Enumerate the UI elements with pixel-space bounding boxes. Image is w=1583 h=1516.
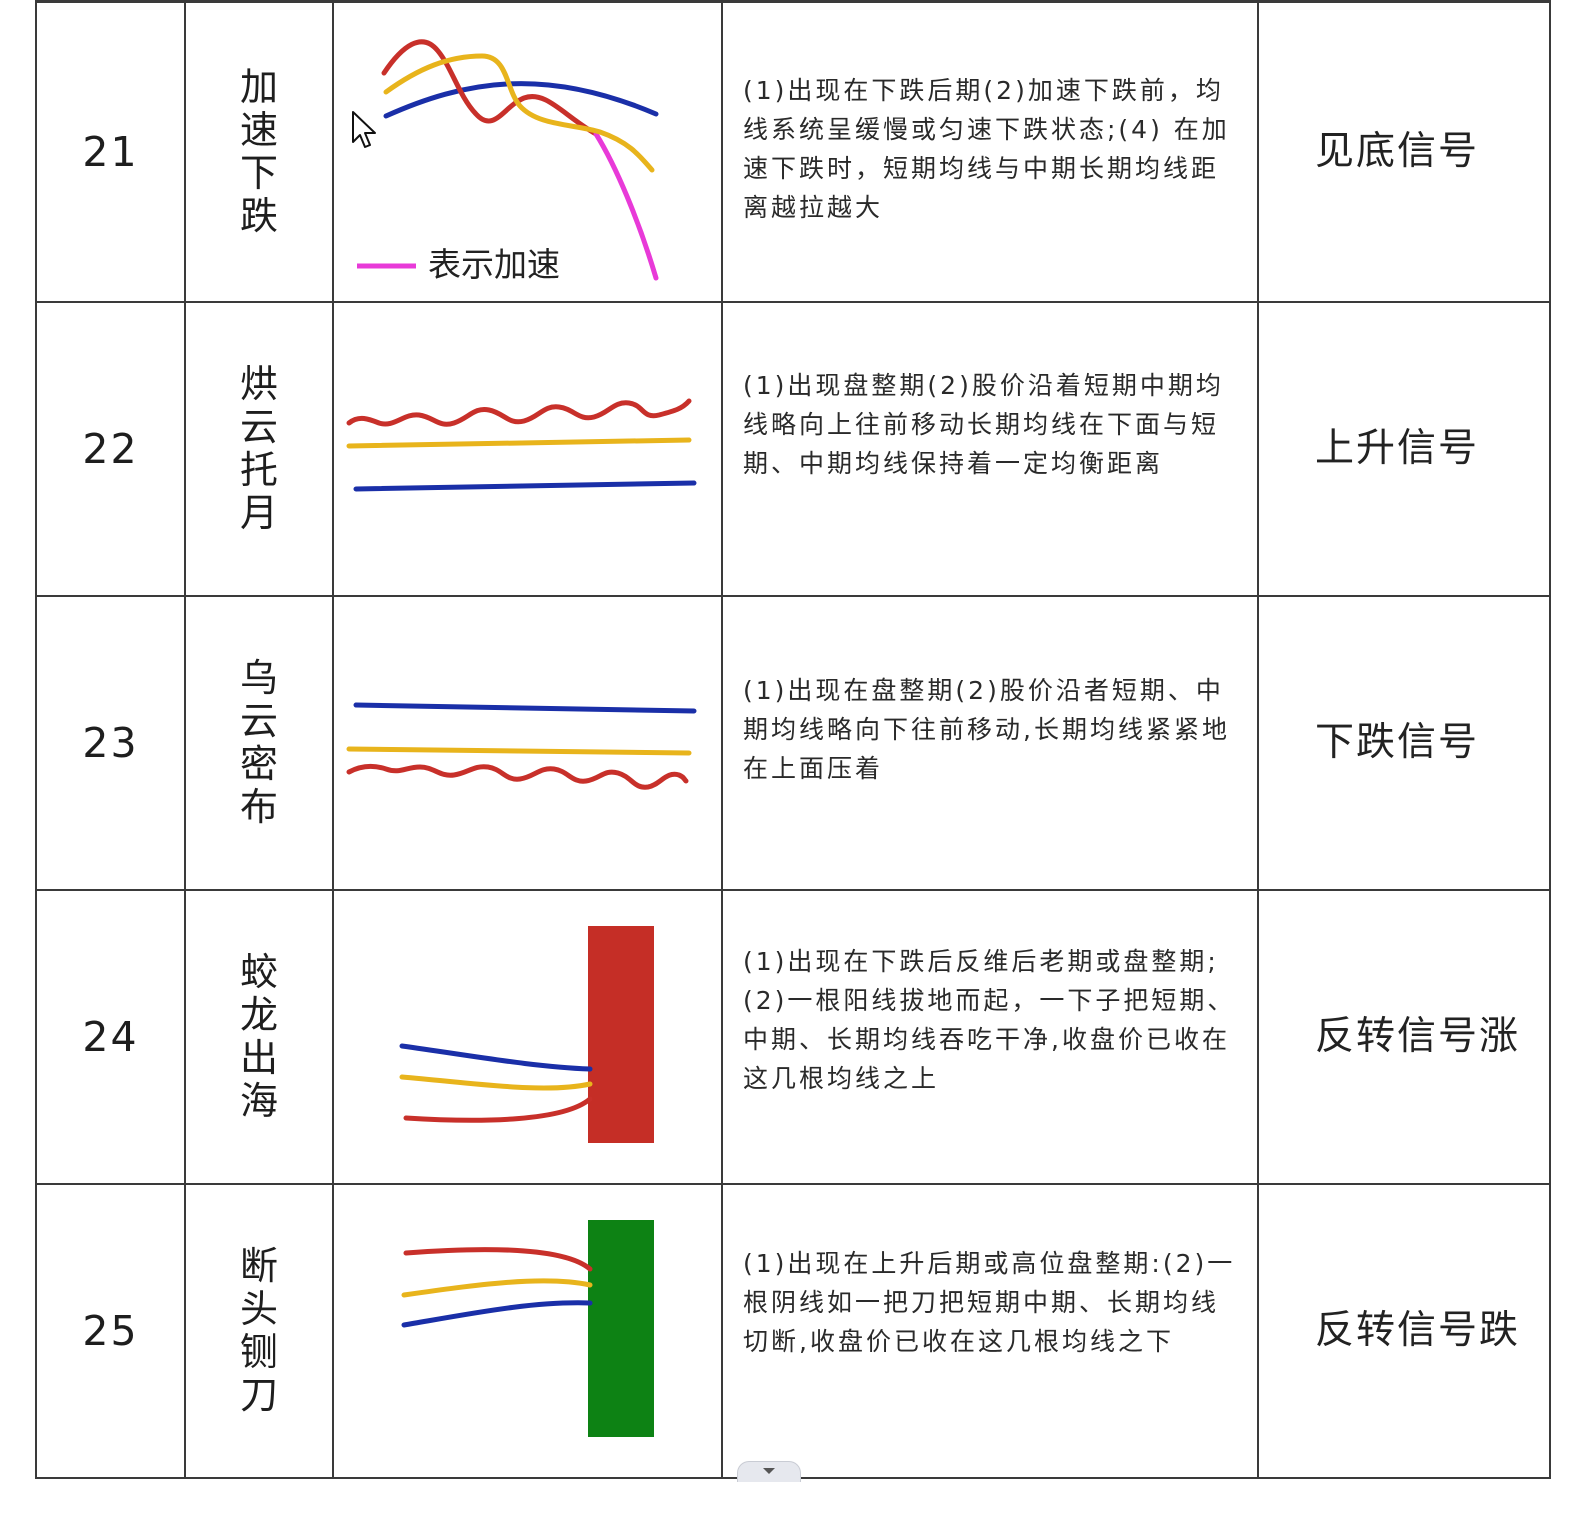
signal-label: 反转信号跌 [1257, 1182, 1551, 1479]
short-ma-line [346, 763, 689, 790]
row-number: 21 [35, 0, 186, 303]
pattern-description: (1)出现在盘整期(2)股价沿者短期、中期均线略向下往前移动,长期均线紧紧地在上… [743, 675, 1230, 783]
signal-label: 上升信号 [1257, 300, 1551, 597]
pattern-figure [332, 1182, 723, 1479]
pattern-table: 21 加速下跌 表示加速 (1)出现在下跌后期(2)加速下跌前，均线系统呈缓慢或… [35, 0, 1551, 1479]
mid-ma-line [346, 746, 692, 755]
long-ma-line [353, 702, 697, 713]
signal-label: 下跌信号 [1257, 594, 1551, 891]
short-ma-line [346, 398, 692, 427]
pattern-description: (1)出现在下跌后反维后老期或盘整期;(2)一根阳线拔地而起，一下子把短期、中期… [743, 946, 1236, 1093]
pattern-description: (1)出现盘整期(2)股价沿着短期中期均线略向上往前移动长期均线在下面与短期、中… [743, 370, 1224, 478]
pattern-name: 断头铡刀 [239, 1243, 278, 1417]
bull-candle [588, 925, 654, 1143]
long-ma-line [401, 1299, 593, 1327]
row-number: 23 [35, 594, 186, 891]
pattern-figure [332, 888, 723, 1185]
short-ma-line [403, 1096, 593, 1123]
signal-label: 反转信号涨 [1257, 888, 1551, 1185]
short-ma-line [403, 1246, 593, 1271]
mid-ma-line [346, 437, 692, 448]
row-number: 24 [35, 888, 186, 1185]
table-row: 23 乌云密布 (1)出现在盘整期(2)股价沿者短期、中期均线略向下往前移动,长… [35, 594, 1551, 891]
row-number: 22 [35, 300, 186, 597]
long-ma-line [353, 480, 697, 491]
pattern-description: (1)出现在上升后期或高位盘整期:(2)一根阴线如一把刀把短期中期、长期均线切断… [743, 1248, 1236, 1356]
table-row: 22 烘云托月 (1)出现盘整期(2)股价沿着短期中期均线略向上往前移动长期均线… [35, 300, 1551, 597]
scroll-down-button[interactable] [737, 1461, 801, 1482]
guillotine-diagram [401, 1219, 654, 1437]
short-ma-line [381, 39, 599, 137]
mid-ma-line [399, 1074, 593, 1091]
pattern-description: (1)出现在下跌后期(2)加速下跌前，均线系统呈缓慢或匀速下跌状态;(4) 在加… [743, 76, 1230, 222]
chevron-down-icon [763, 1468, 775, 1474]
signal-label: 见底信号 [1257, 0, 1551, 303]
table-row: 25 断头铡刀 (1)出现在上升后期或高位盘整期:(2)一根阴线如一把刀把短期中… [35, 1182, 1551, 1479]
pattern-name: 烘云托月 [239, 361, 278, 535]
arrow-cursor-icon [351, 110, 379, 150]
table-row: 21 加速下跌 表示加速 (1)出现在下跌后期(2)加速下跌前，均线系统呈缓慢或… [35, 0, 1551, 303]
pattern-figure: 表示加速 [332, 0, 723, 303]
pattern-name: 蛟龙出海 [239, 949, 278, 1123]
pattern-name: 乌云密布 [239, 655, 278, 829]
bear-candle [588, 1219, 654, 1437]
accelerate-line [593, 131, 659, 281]
pattern-figure [332, 594, 723, 891]
dark-clouds-diagram [346, 702, 697, 790]
long-ma-line [399, 1043, 593, 1071]
clouds-support-moon-diagram [346, 398, 697, 491]
row-number: 25 [35, 1182, 186, 1479]
mid-ma-line [383, 53, 655, 173]
pattern-figure [332, 300, 723, 597]
table-row: 24 蛟龙出海 (1)出现在下跌后反维后老期或盘整期;(2)一根阳线拔地而起，一… [35, 888, 1551, 1185]
legend-label: 表示加速 [428, 245, 560, 284]
accelerating-decline-diagram: 表示加速 [357, 39, 659, 284]
dragon-emerges-diagram [399, 925, 654, 1143]
pattern-name: 加速下跌 [239, 64, 278, 238]
mid-ma-line [401, 1277, 593, 1297]
